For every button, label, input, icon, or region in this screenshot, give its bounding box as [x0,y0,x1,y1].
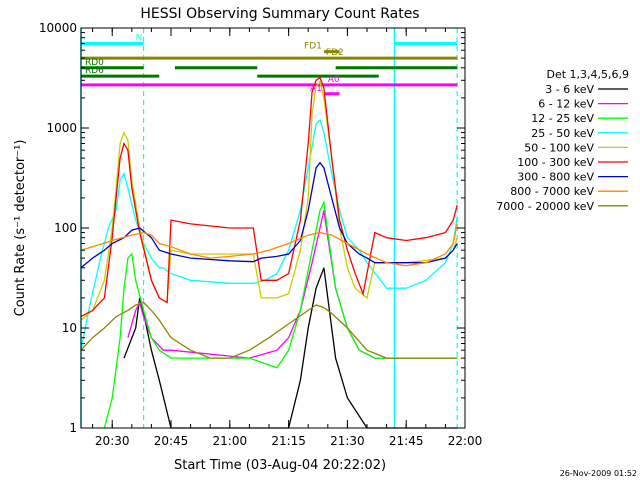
y-axis-label: Count Rate (s⁻¹ detector⁻¹) [13,140,28,317]
y-tick-label: 10 [62,321,77,335]
legend-label: 25 - 50 keV [531,127,594,140]
axes: 1 10 100 1000 10000 20:30 20:45 21:00 21:15 21:30… [39,21,482,448]
legend-label: 800 - 7000 keV [510,185,594,198]
y-tick-label: 10000 [39,21,77,35]
x-tick-label: 20:30 [95,434,130,448]
legend-label: 100 - 300 keV [517,156,594,169]
state-bar-label-fd1: FD1 [304,42,322,52]
legend-title: Det 1,3,4,5,6,9 [546,68,629,81]
state-bar-label-a0: A0 [328,75,340,85]
series-line-12-25-kev [103,200,458,429]
legend-label: 3 - 6 keV [545,83,594,96]
x-tick-label: 22:00 [448,434,483,448]
series-line-300-800-kev [80,161,458,269]
x-tick-label: 21:30 [330,434,365,448]
y-tick-label: 100 [54,221,77,235]
state-bar-label-fd2: FD2 [326,48,344,58]
series-line-100-300-kev [80,76,458,318]
x-tick-label: 21:00 [213,434,248,448]
state-bar-label-rd0: RD0 [85,58,104,68]
series-line-800-7000-kev [80,223,458,267]
series-line-7000-20000-kev [80,301,458,359]
y-tick-label: 1 [69,421,77,435]
legend-label: 6 - 12 keV [538,98,594,111]
legend-label: 300 - 800 keV [517,171,594,184]
x-axis-label: Start Time (03-Aug-04 20:22:02) [174,458,386,473]
x-tick-label: 20:45 [154,434,189,448]
x-tick-label: 21:45 [389,434,424,448]
state-bar-label-rd6: RD6 [85,66,104,76]
timestamp: 26-Nov-2009 01:52 [560,469,637,478]
legend-label: 50 - 100 keV [524,141,594,154]
state-bar-label-n: N [136,33,143,43]
y-tick-label: 1000 [46,121,77,135]
chart-title: HESSI Observing Summary Count Rates [140,6,419,22]
series-line-25-50-kev [80,118,458,351]
legend-label: 7000 - 20000 keV [496,200,594,213]
legend-label: 12 - 25 keV [531,112,594,125]
x-tick-label: 21:15 [271,434,306,448]
series-line-50-100-kev [80,80,458,321]
series-line-3-6-kev [123,267,458,429]
